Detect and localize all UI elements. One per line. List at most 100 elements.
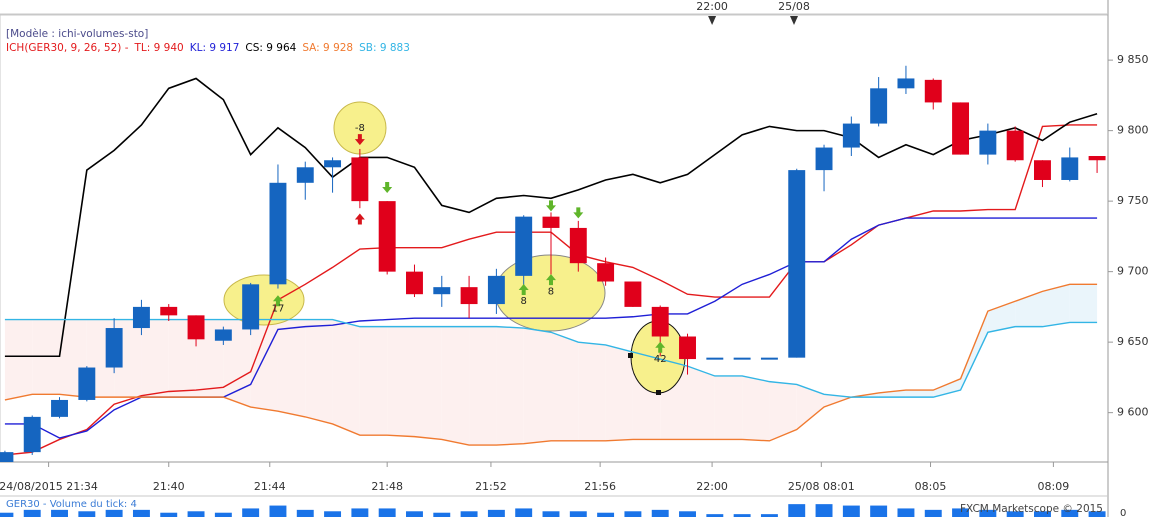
signal-arrow: [573, 207, 584, 219]
candle-body: [979, 130, 997, 155]
candle-body: [706, 357, 724, 360]
candle-body: [897, 78, 915, 89]
cloud-segment: [605, 344, 633, 441]
signal-arrow: [354, 134, 365, 146]
legend-entry: SA: 9 928: [302, 42, 354, 54]
cloud-segment: [905, 390, 934, 398]
candle-body: [433, 287, 451, 295]
candle-body: [760, 357, 778, 360]
legend-entry: KL: 9 917: [189, 42, 240, 54]
cloud-segment: [878, 390, 906, 398]
cloud-segment: [277, 319, 306, 417]
cloud-segment: [1015, 291, 1043, 327]
signal-arrow: [382, 182, 393, 194]
legend-line: ICH(GER30, 9, 26, 52) - TL: 9 940 KL: 9 91…: [6, 41, 416, 55]
volume-bar: [897, 508, 915, 517]
volume-bar: [1088, 511, 1106, 517]
cloud-segment: [796, 384, 825, 430]
credit: FXCM Marketscope © 2015: [960, 503, 1103, 515]
legend-entry: TL: 9 940: [134, 42, 184, 54]
volume-bar: [351, 508, 369, 517]
cloud-segment: [1069, 284, 1098, 323]
candle-body: [542, 216, 560, 228]
annotation-label: 8: [521, 296, 527, 307]
marker-dot: [656, 390, 661, 395]
indicator-label: ICH(GER30, 9, 26, 52) -: [6, 42, 129, 54]
x-tick-label: 08:05: [915, 480, 947, 493]
cloud-segment: [742, 375, 770, 441]
indicator-line: [4, 318, 1098, 398]
candle-body: [870, 88, 888, 124]
candle-body: [214, 329, 232, 341]
candle-body: [324, 160, 342, 168]
volume-bar: [105, 509, 123, 517]
volume-bar: [679, 511, 696, 517]
cloud-segment: [523, 328, 551, 444]
volume-bar: [51, 509, 68, 517]
signal-arrow: [545, 274, 556, 286]
top-tick-marker: [708, 16, 717, 25]
candle-body: [187, 315, 205, 340]
model-label: [Modèle : ichi-volumes-sto]: [6, 28, 149, 40]
candle-body: [487, 275, 505, 305]
volume-bar: [924, 509, 942, 517]
candle-body: [105, 328, 123, 368]
candle-body: [924, 79, 942, 103]
volume-bar: [1061, 509, 1079, 517]
volume-bar: [815, 504, 833, 517]
candle-body: [788, 170, 806, 358]
annotation-label: -8: [355, 123, 365, 134]
annotation-label: 8: [548, 286, 554, 297]
candle-body: [160, 306, 178, 316]
cloud-segment: [469, 326, 497, 446]
volume-bar: [706, 514, 724, 517]
cloud-segment: [141, 319, 169, 398]
top-tick-marker: [790, 16, 799, 25]
volume-bar: [242, 508, 260, 517]
volume-bar: [842, 505, 860, 517]
plot: -8 17 8 8 42: [0, 65, 1106, 462]
cloud-segment: [769, 381, 797, 441]
y-tick-label: 9 650: [1117, 335, 1149, 348]
legend-entry: SB: 9 883: [359, 42, 410, 54]
y-tick-label: 9 800: [1117, 124, 1149, 137]
cloud-segment: [305, 319, 333, 424]
volume-bar: [870, 505, 888, 517]
volume-bar: [214, 512, 232, 517]
volume-bar: [651, 509, 669, 517]
cloud-segment: [223, 319, 251, 408]
candle-body: [597, 263, 615, 282]
volume-bar: [542, 511, 560, 517]
top-tick-label: 25/08: [778, 0, 810, 13]
cloud-segment: [250, 319, 278, 412]
y-tick-label: 9 700: [1117, 265, 1149, 278]
candle-body: [132, 306, 150, 329]
candle-body: [1088, 156, 1106, 161]
cloud-segment: [332, 319, 360, 436]
candle-body: [952, 102, 970, 155]
cloud-segment: [714, 375, 743, 440]
annotation-label: 17: [272, 303, 285, 314]
candle-body: [679, 336, 696, 360]
volume-bar: [788, 504, 806, 517]
y-tick-label: 9 750: [1117, 194, 1149, 207]
volume-bar: [0, 512, 14, 517]
candle-body: [51, 399, 68, 417]
volume-title: GER30 - Volume du tick: 4: [6, 499, 137, 510]
volume-bar: [160, 512, 178, 517]
volume-bar: [597, 512, 615, 517]
candle-body: [0, 452, 14, 462]
signal-arrow: [655, 341, 666, 353]
volume-tick-label: 0: [1120, 508, 1126, 517]
candle-body: [269, 182, 287, 285]
volume-bar: [378, 508, 396, 517]
legend-entry: CS: 9 964: [245, 42, 297, 54]
x-tick-label: 24/08/2015 21:34: [0, 480, 98, 493]
candle-body: [651, 306, 669, 337]
cloud-segment: [933, 378, 961, 398]
volume-bar: [296, 509, 314, 517]
top-tick-label: 22:00: [696, 0, 728, 13]
signal-arrow: [272, 295, 283, 307]
cloud-segment: [496, 326, 524, 446]
